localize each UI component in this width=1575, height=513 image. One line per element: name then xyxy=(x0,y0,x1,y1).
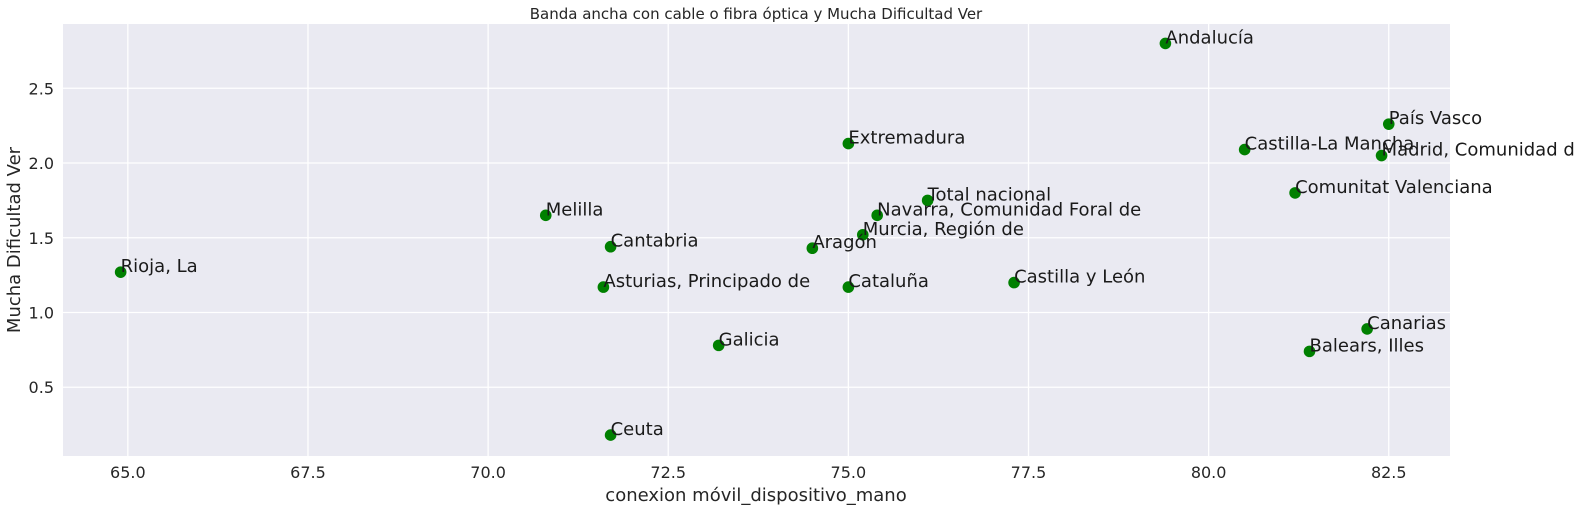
data-point xyxy=(597,281,610,293)
y-tick-label: 2.5 xyxy=(29,79,54,98)
data-point xyxy=(842,137,855,150)
x-tick-label: 80.0 xyxy=(1191,463,1227,482)
point-label: Canarias xyxy=(1367,313,1446,334)
x-axis-ticks: 65.0 67.5 70.0 72.5 75.0 77.5 80.0 82.5 xyxy=(110,463,1407,482)
point-label: Balears, Illes xyxy=(1309,335,1423,356)
x-tick-label: 72.5 xyxy=(650,463,686,482)
point-labels: Andalucía País Vasco Extremadura Castilla-L… xyxy=(121,27,1575,440)
data-point xyxy=(856,228,869,241)
data-point xyxy=(1008,276,1020,289)
y-tick-label: 1.0 xyxy=(29,303,54,322)
point-label: Cantabria xyxy=(611,231,699,252)
data-point xyxy=(604,429,617,441)
data-point xyxy=(871,209,883,222)
point-label: Extremadura xyxy=(848,128,965,149)
x-tick-label: 67.5 xyxy=(290,463,326,482)
data-point xyxy=(1303,345,1316,358)
point-label: Aragón xyxy=(812,232,877,253)
data-point xyxy=(921,194,934,207)
point-label: Melilla xyxy=(546,199,604,220)
data-point xyxy=(1238,143,1251,156)
grid xyxy=(63,24,1450,456)
point-label: Castilla y León xyxy=(1014,267,1145,288)
point-label: Rioja, La xyxy=(121,256,198,277)
chart-title: Banda ancha con cable o fibra óptica y M… xyxy=(530,5,983,23)
point-label: Asturias, Principado de xyxy=(603,271,810,292)
y-tick-label: 1.5 xyxy=(29,229,54,248)
data-points xyxy=(114,37,1395,441)
point-label: Andalucía xyxy=(1165,27,1254,48)
y-tick-label: 2.0 xyxy=(29,154,54,173)
point-label: Comunitat Valenciana xyxy=(1295,177,1493,198)
y-axis-label: Mucha Dificultad Ver xyxy=(4,146,25,333)
point-label: Madrid, Comunidad de xyxy=(1382,140,1575,161)
data-point xyxy=(604,240,617,253)
point-label: Ceuta xyxy=(611,419,664,440)
data-point xyxy=(1361,323,1373,335)
point-label: Galicia xyxy=(719,329,780,350)
data-point xyxy=(1375,149,1388,162)
point-label: Cataluña xyxy=(848,271,929,292)
y-tick-label: 0.5 xyxy=(29,378,54,397)
point-label: País Vasco xyxy=(1389,108,1482,129)
y-axis-ticks: 0.5 1.0 1.5 2.0 2.5 xyxy=(29,79,54,397)
data-point xyxy=(712,339,725,352)
x-tick-label: 77.5 xyxy=(1011,463,1047,482)
point-label: Total nacional xyxy=(927,184,1052,205)
x-tick-label: 82.5 xyxy=(1371,463,1407,482)
point-label: Navarra, Comunidad Foral de xyxy=(877,199,1141,220)
x-axis-label: conexion móvil_dispositivo_mano xyxy=(605,485,906,506)
data-point xyxy=(1159,37,1172,50)
data-point xyxy=(806,242,819,255)
data-point xyxy=(1289,187,1301,199)
x-tick-label: 70.0 xyxy=(470,463,506,482)
data-point xyxy=(539,209,552,222)
x-tick-label: 75.0 xyxy=(831,463,867,482)
plot-area xyxy=(63,24,1450,456)
point-label: Castilla-La Mancha xyxy=(1245,134,1415,155)
data-point xyxy=(1382,118,1395,130)
point-label: Murcia, Región de xyxy=(863,219,1024,240)
x-tick-label: 65.0 xyxy=(110,463,146,482)
data-point xyxy=(114,266,127,278)
data-point xyxy=(842,281,855,293)
